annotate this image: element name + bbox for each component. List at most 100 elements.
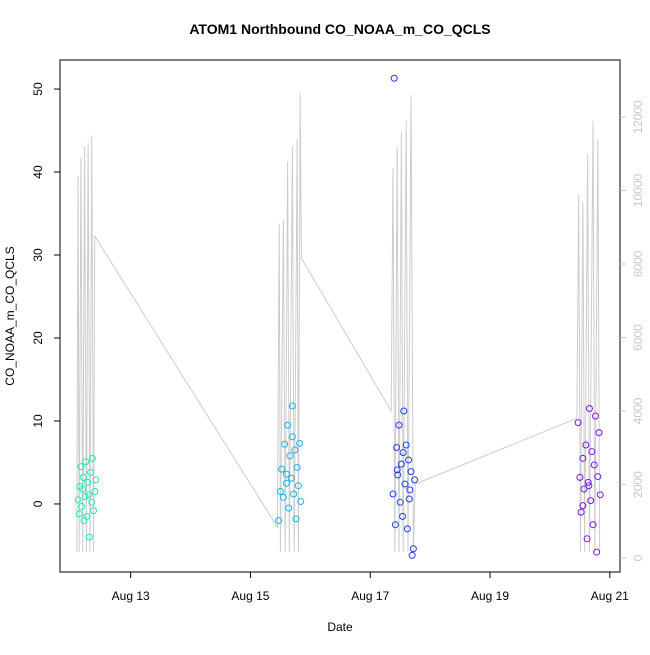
- data-point: [585, 482, 593, 490]
- data-point: [401, 480, 409, 488]
- data-point: [74, 496, 82, 504]
- data-point: [88, 454, 96, 462]
- x-tick-label: Aug 17: [351, 589, 389, 603]
- data-point: [288, 433, 296, 441]
- data-point: [81, 492, 89, 500]
- data-point: [294, 482, 302, 490]
- data-point: [288, 402, 296, 410]
- data-point: [577, 508, 585, 516]
- data-point: [87, 468, 95, 476]
- data-point: [579, 502, 587, 510]
- data-point: [285, 504, 293, 512]
- y2-tick-label: 8000: [631, 250, 645, 277]
- data-point: [82, 458, 90, 466]
- data-point: [591, 412, 599, 420]
- data-point: [584, 478, 592, 486]
- data-point: [588, 448, 596, 456]
- data-point: [296, 439, 304, 447]
- data-point: [85, 491, 93, 499]
- y-tick-label: 0: [31, 500, 45, 507]
- data-point: [77, 463, 85, 471]
- data-point: [574, 419, 582, 427]
- data-point: [389, 490, 397, 498]
- data-point: [83, 512, 91, 520]
- data-point: [279, 493, 287, 501]
- chart-title: ATOM1 Northbound CO_NOAA_m_CO_QCLS: [189, 21, 490, 37]
- data-point: [79, 485, 87, 493]
- data-point: [580, 485, 588, 493]
- y-tick-label: 20: [31, 331, 45, 345]
- data-point: [297, 497, 305, 505]
- data-point: [403, 525, 411, 533]
- x-tick-label: Aug 21: [591, 589, 629, 603]
- data-point: [589, 521, 597, 529]
- data-point: [595, 429, 603, 437]
- data-point: [291, 446, 299, 454]
- data-point: [85, 533, 93, 541]
- data-point: [576, 473, 584, 481]
- x-tick-label: Aug 13: [112, 589, 150, 603]
- y2-tick-label: 12000: [631, 100, 645, 134]
- data-point: [395, 421, 403, 429]
- data-point: [293, 463, 301, 471]
- data-point: [397, 460, 405, 468]
- y-tick-label: 50: [31, 82, 45, 96]
- data-point: [88, 498, 96, 506]
- data-point: [582, 441, 590, 449]
- data-point: [92, 476, 100, 484]
- y-tick-label: 40: [31, 165, 45, 179]
- y-axis-label: CO_NOAA_m_CO_QCLS: [3, 246, 17, 385]
- data-point: [399, 449, 407, 457]
- data-point: [396, 498, 404, 506]
- data-point: [278, 465, 286, 473]
- data-point: [400, 407, 408, 415]
- data-point: [405, 495, 413, 503]
- y2-tick-label: 6000: [631, 324, 645, 351]
- data-point: [282, 470, 290, 478]
- data-point: [406, 486, 414, 494]
- data-point: [394, 471, 402, 479]
- data-point: [84, 478, 92, 486]
- y2-tick-label: 10000: [631, 173, 645, 207]
- data-point: [292, 515, 300, 523]
- data-point: [585, 405, 593, 413]
- plot-frame: [59, 59, 621, 573]
- y2-tick-label: 4000: [631, 397, 645, 424]
- data-point: [402, 441, 410, 449]
- data-point: [284, 421, 292, 429]
- x-tick-label: Aug 19: [471, 589, 509, 603]
- data-point: [393, 444, 401, 452]
- y2-tick-label: 0: [631, 554, 645, 561]
- data-point: [276, 488, 284, 496]
- y2-tick-label: 2000: [631, 471, 645, 498]
- data-point: [90, 507, 98, 515]
- data-line: [76, 93, 601, 553]
- data-point: [409, 545, 417, 553]
- data-point: [579, 454, 587, 462]
- data-point: [407, 468, 415, 476]
- data-point: [75, 510, 83, 518]
- data-point: [79, 473, 87, 481]
- data-point: [282, 479, 290, 487]
- x-axis-label: Date: [327, 620, 353, 634]
- data-point: [590, 461, 598, 469]
- data-point: [411, 476, 419, 484]
- data-point: [391, 521, 399, 529]
- data-point: [281, 440, 289, 448]
- data-point: [393, 466, 401, 474]
- data-point: [596, 491, 604, 499]
- data-point: [593, 548, 601, 556]
- y-tick-label: 30: [31, 248, 45, 262]
- data-point: [587, 497, 595, 505]
- data-point: [78, 502, 86, 510]
- x-tick-label: Aug 15: [231, 589, 269, 603]
- data-point: [290, 490, 298, 498]
- data-point: [399, 512, 407, 520]
- data-point: [287, 474, 295, 482]
- data-point: [405, 456, 413, 464]
- data-point: [594, 473, 602, 481]
- data-point: [286, 452, 294, 460]
- data-point: [275, 517, 283, 525]
- data-point: [408, 551, 416, 559]
